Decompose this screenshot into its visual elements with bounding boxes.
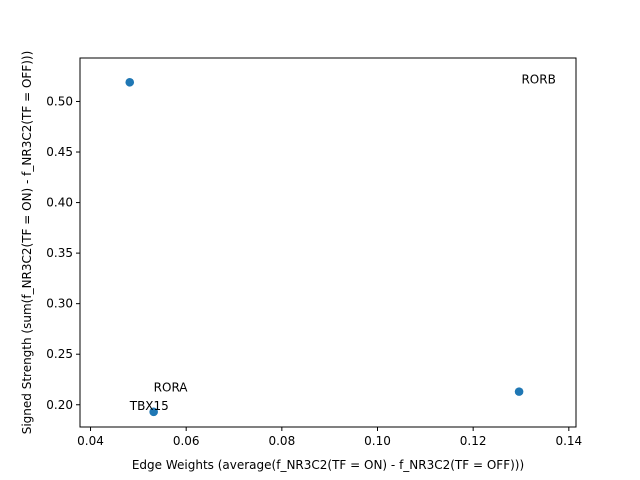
y-tick-label: 0.50 xyxy=(46,94,73,108)
x-tick-label: 0.08 xyxy=(268,434,295,448)
x-tick-label: 0.12 xyxy=(460,434,487,448)
point-annotation: TBX15 xyxy=(129,399,169,413)
y-tick-label: 0.35 xyxy=(46,246,73,260)
plot-marks: RORB RORA TBX15 xyxy=(125,72,556,417)
y-tick-label: 0.20 xyxy=(46,398,73,412)
scatter-point xyxy=(149,407,158,417)
x-tick-label: 0.04 xyxy=(77,434,104,448)
y-tick-label: 0.40 xyxy=(46,196,73,210)
point-annotation: RORB xyxy=(521,72,555,86)
y-tick-label: 0.30 xyxy=(46,297,73,311)
point-annotation: RORA xyxy=(154,381,189,395)
plot-frame xyxy=(79,57,577,428)
x-axis-ticks: 0.04 0.06 0.08 0.10 0.12 0.14 xyxy=(77,427,582,448)
y-tick-label: 0.45 xyxy=(46,145,73,159)
x-tick-label: 0.06 xyxy=(173,434,200,448)
scatter-point xyxy=(125,77,135,87)
y-axis-label: Signed Strength (sum(f_NR3C2(TF = ON) - … xyxy=(20,51,34,435)
x-tick-label: 0.10 xyxy=(364,434,391,448)
scatter-point xyxy=(514,387,524,396)
x-axis-label: Edge Weights (average(f_NR3C2(TF = ON) -… xyxy=(132,458,524,472)
y-axis-ticks: 0.20 0.25 0.30 0.35 0.40 0.45 0.50 xyxy=(46,94,80,412)
x-tick-label: 0.14 xyxy=(555,434,582,448)
y-tick-label: 0.25 xyxy=(46,347,73,361)
